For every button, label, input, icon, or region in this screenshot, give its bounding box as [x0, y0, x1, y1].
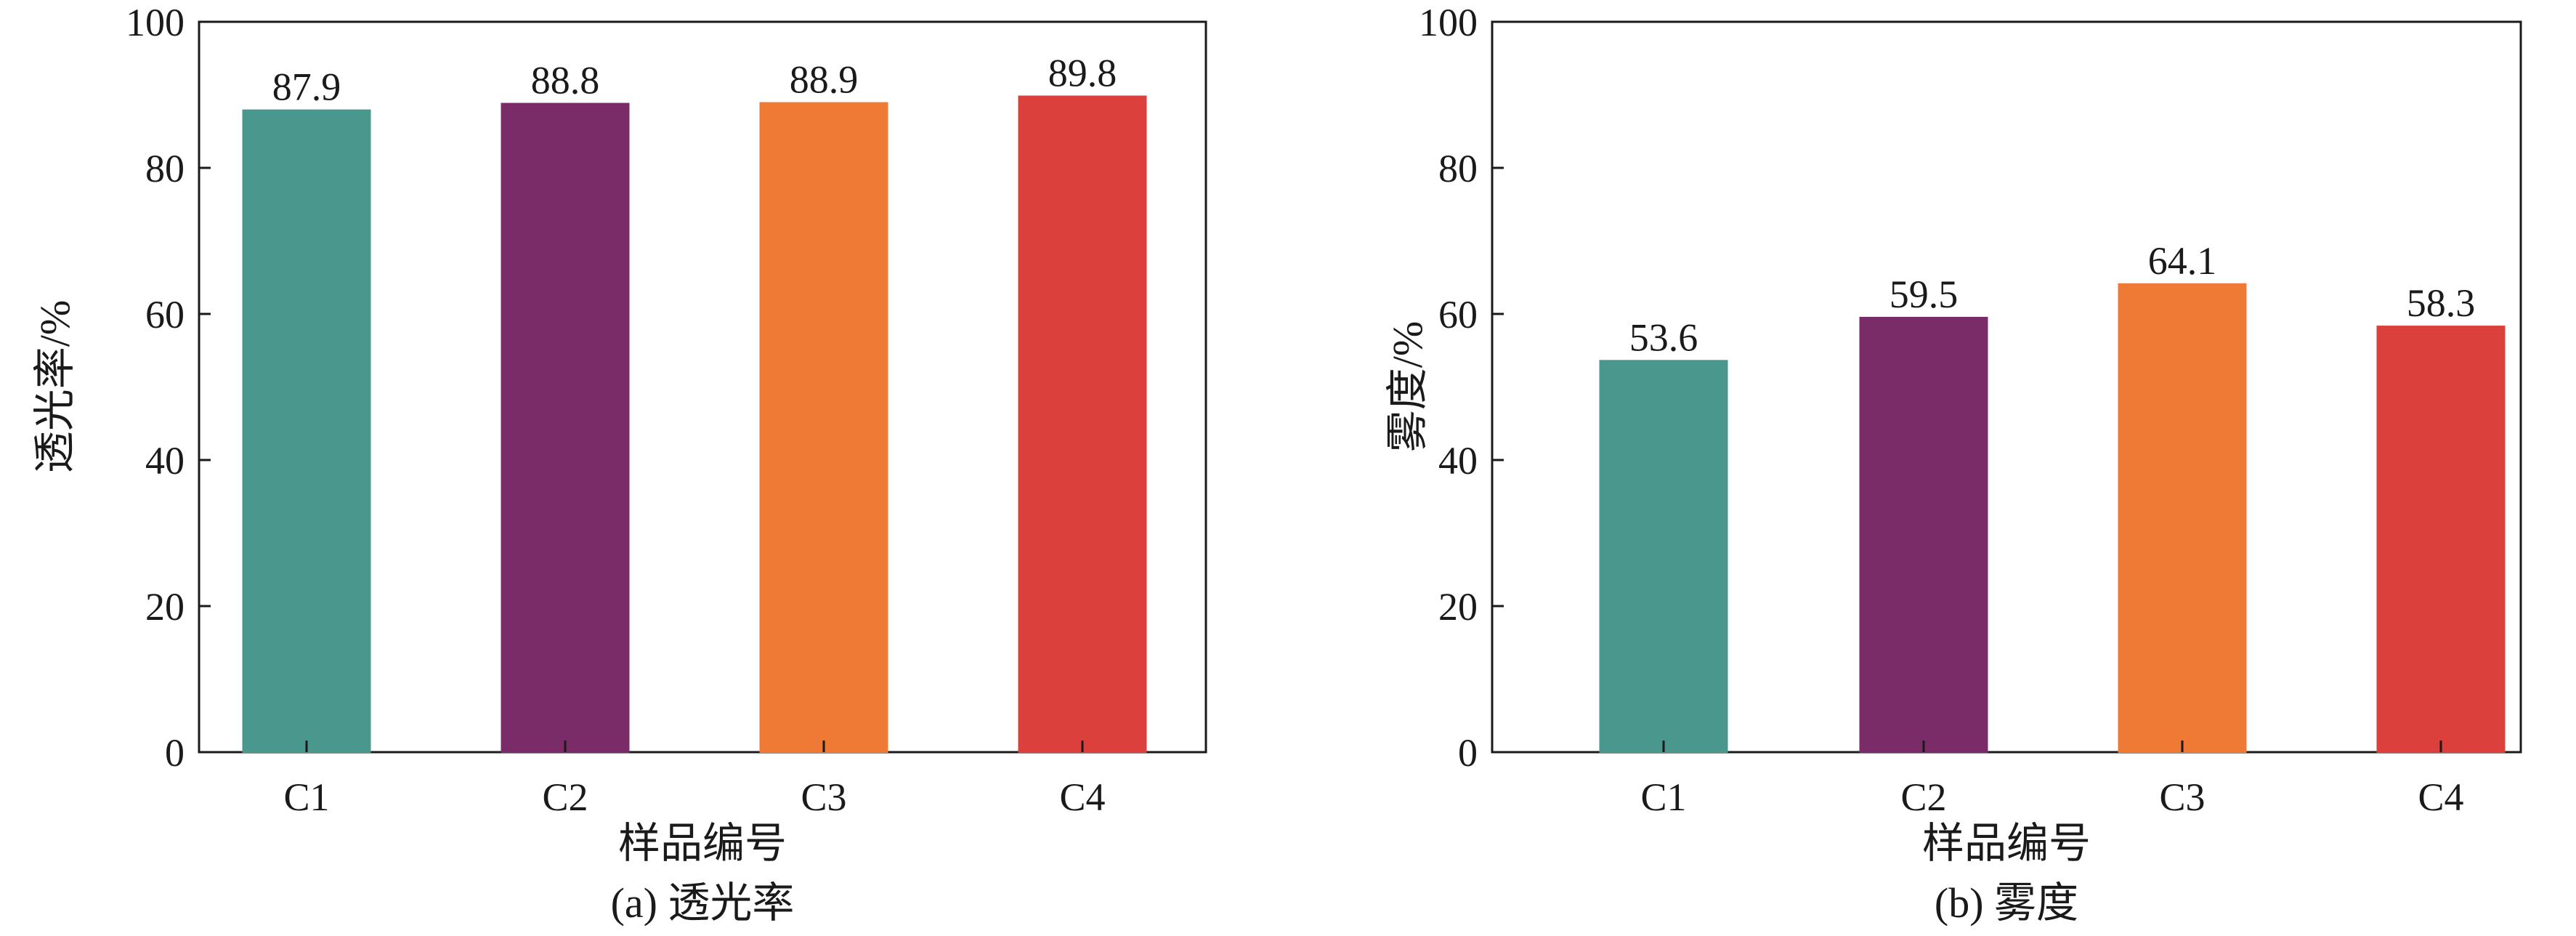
y-tick-label: 80 — [1438, 147, 1478, 190]
x-axis-label: 样品编号 — [618, 820, 787, 867]
bar-value-label: 53.6 — [1629, 315, 1698, 359]
y-tick-label: 20 — [1438, 585, 1478, 629]
x-tick-label: C1 — [283, 775, 329, 819]
x-tick-labels: C1 C2 C3 C4 — [283, 741, 1106, 819]
plot-frame — [198, 20, 1207, 754]
bar-value-label: 87.9 — [272, 65, 341, 109]
bar-value-label: 64.1 — [2148, 239, 2217, 283]
bar-c4 — [2376, 326, 2506, 753]
y-tick-label: 60 — [1438, 293, 1478, 336]
y-tick-label: 0 — [1458, 731, 1478, 775]
bar-value-label: 59.5 — [1890, 273, 1959, 316]
chart-panel-a: 0 20 40 60 80 100 87.9 88.8 88.9 89.8 C1 C2 C3 C4 透… — [31, 1, 1207, 927]
y-tick-label: 100 — [1419, 1, 1478, 44]
bar-c3 — [759, 102, 888, 753]
x-tick-label: C4 — [1059, 775, 1105, 819]
x-tick-label: C3 — [801, 775, 846, 819]
panel-caption: (a) 透光率 — [611, 879, 795, 927]
bars — [1599, 283, 2506, 754]
value-labels: 87.9 88.8 88.9 89.8 — [272, 52, 1117, 109]
x-tick-label: C3 — [2159, 775, 2205, 819]
x-tick-label: C2 — [542, 775, 588, 819]
bar-c1 — [1599, 360, 1728, 753]
y-ticks: 0 20 40 60 80 100 — [126, 1, 211, 775]
y-tick-label: 40 — [145, 439, 185, 483]
bar-c4 — [1018, 95, 1147, 753]
value-labels: 53.6 59.5 64.1 58.3 — [1629, 239, 2476, 360]
bar-value-label: 88.9 — [790, 58, 859, 102]
x-tick-label: C4 — [2418, 775, 2463, 819]
y-ticks: 0 20 40 60 80 100 — [1419, 1, 1504, 775]
y-tick-label: 40 — [1438, 439, 1478, 483]
y-tick-label: 100 — [126, 1, 185, 44]
y-axis-label: 雾度/% — [1384, 321, 1431, 452]
bar-c2 — [1859, 317, 1988, 753]
plot-frame — [1491, 20, 2522, 754]
chart-panel-b: 0 20 40 60 80 100 53.6 59.5 64.1 58.3 C1 C2 C3 C4 雾… — [1384, 1, 2522, 927]
bar-c3 — [2118, 283, 2247, 754]
bar-c1 — [242, 109, 371, 754]
bar-value-label: 88.8 — [531, 59, 600, 102]
y-tick-label: 20 — [145, 585, 185, 629]
bar-value-label: 89.8 — [1048, 52, 1117, 95]
x-tick-label: C1 — [1640, 775, 1686, 819]
panel-caption: (b) 雾度 — [1935, 879, 2078, 927]
x-axis-label: 样品编号 — [1922, 820, 2091, 867]
bar-c2 — [501, 102, 630, 753]
y-axis-label: 透光率/% — [31, 300, 78, 473]
y-tick-label: 80 — [145, 147, 185, 190]
y-tick-label: 0 — [165, 731, 185, 775]
x-tick-labels: C1 C2 C3 C4 — [1640, 741, 2464, 819]
y-tick-label: 60 — [145, 293, 185, 336]
bars — [242, 95, 1147, 754]
x-tick-label: C2 — [1900, 775, 1946, 819]
bar-value-label: 58.3 — [2407, 281, 2476, 325]
